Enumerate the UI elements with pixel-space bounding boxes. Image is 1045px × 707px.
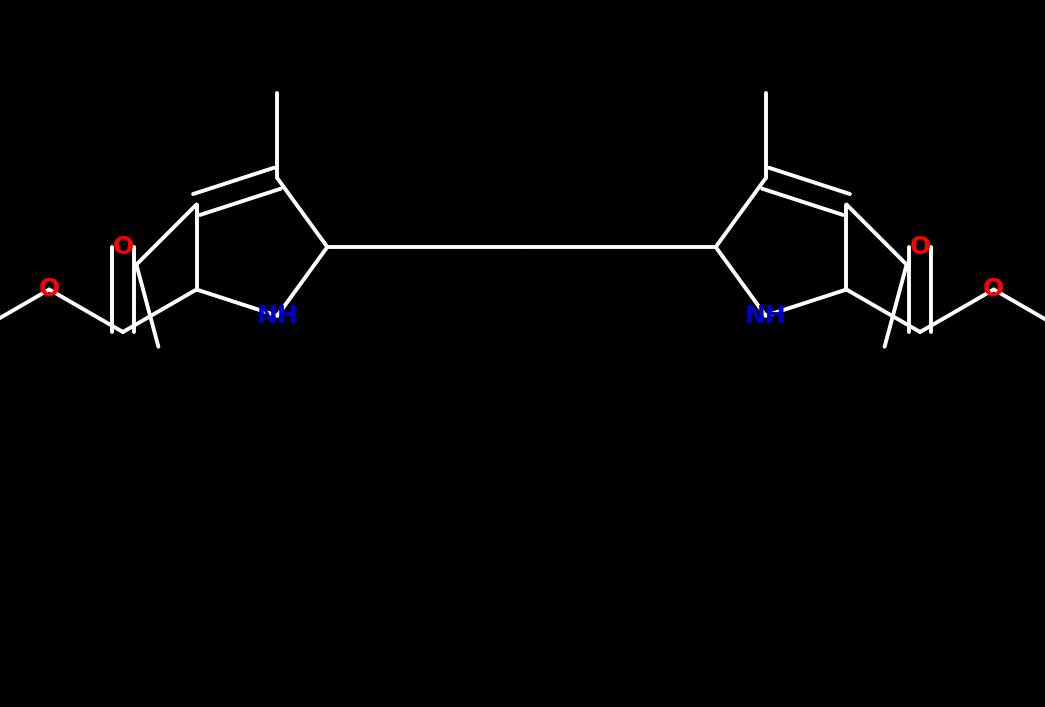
Text: O: O bbox=[112, 235, 134, 259]
Text: NH: NH bbox=[256, 304, 298, 328]
Text: NH: NH bbox=[745, 304, 787, 328]
Text: O: O bbox=[909, 235, 931, 259]
Text: O: O bbox=[39, 278, 60, 301]
Text: O: O bbox=[983, 278, 1004, 301]
